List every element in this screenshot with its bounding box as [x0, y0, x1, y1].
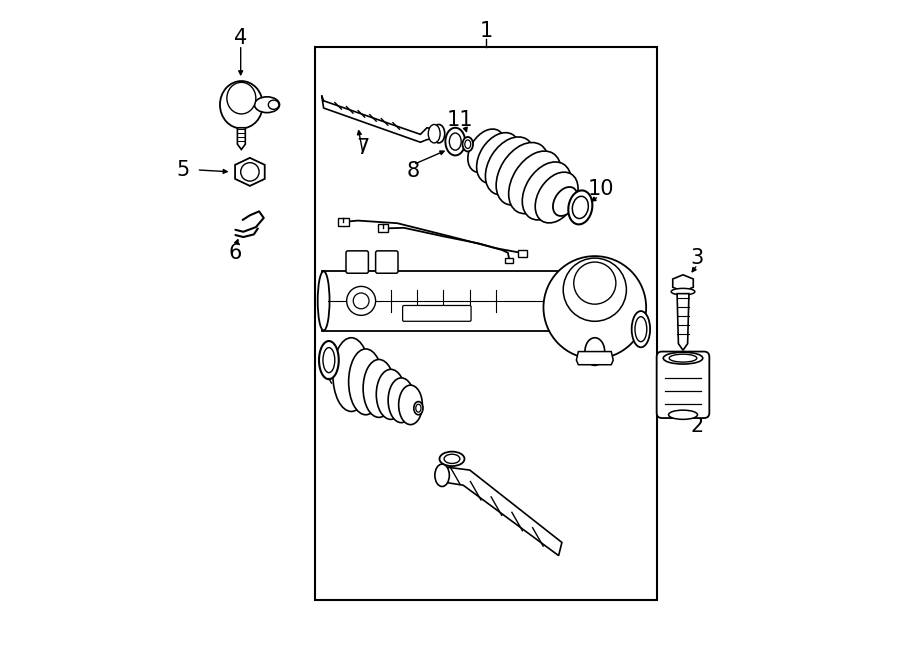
Ellipse shape [632, 311, 650, 347]
Ellipse shape [348, 349, 382, 414]
Ellipse shape [508, 151, 562, 214]
Text: 7: 7 [356, 137, 370, 157]
Circle shape [346, 286, 375, 315]
Ellipse shape [536, 172, 578, 223]
Text: 9: 9 [522, 148, 536, 168]
Ellipse shape [268, 100, 279, 109]
Text: 11: 11 [446, 110, 473, 130]
Ellipse shape [477, 133, 519, 184]
Ellipse shape [414, 402, 423, 414]
Ellipse shape [553, 187, 578, 216]
Ellipse shape [572, 196, 589, 219]
Text: 8: 8 [407, 161, 419, 180]
Ellipse shape [464, 140, 471, 149]
Bar [338, 218, 348, 226]
FancyBboxPatch shape [346, 251, 368, 273]
Bar [518, 251, 527, 256]
Ellipse shape [669, 410, 698, 419]
Ellipse shape [446, 128, 465, 155]
Ellipse shape [522, 162, 572, 220]
Ellipse shape [376, 369, 405, 419]
Ellipse shape [433, 124, 445, 143]
Ellipse shape [463, 137, 473, 151]
Text: 3: 3 [691, 248, 704, 268]
Bar [505, 258, 513, 263]
Ellipse shape [388, 378, 415, 422]
Ellipse shape [635, 317, 647, 342]
Bar [315, 48, 657, 600]
Circle shape [240, 163, 259, 181]
Circle shape [563, 258, 626, 321]
Ellipse shape [227, 83, 256, 114]
Text: 5: 5 [176, 160, 190, 180]
Ellipse shape [323, 348, 335, 373]
Ellipse shape [333, 338, 370, 411]
FancyBboxPatch shape [657, 352, 709, 418]
Text: 10: 10 [588, 179, 615, 199]
Ellipse shape [319, 341, 338, 379]
Ellipse shape [468, 129, 505, 173]
Circle shape [353, 293, 369, 309]
FancyBboxPatch shape [375, 251, 398, 273]
Circle shape [544, 256, 646, 359]
Text: 1: 1 [480, 21, 493, 41]
Ellipse shape [416, 405, 421, 412]
Ellipse shape [220, 81, 263, 128]
Polygon shape [442, 467, 562, 556]
Polygon shape [235, 158, 265, 186]
Circle shape [573, 262, 616, 304]
Ellipse shape [255, 97, 280, 112]
Ellipse shape [670, 354, 697, 362]
Ellipse shape [663, 352, 703, 364]
Polygon shape [672, 275, 693, 292]
Text: 2: 2 [691, 416, 704, 436]
Text: 4: 4 [234, 28, 248, 48]
Ellipse shape [363, 360, 395, 417]
Ellipse shape [428, 124, 440, 143]
Text: 6: 6 [229, 243, 242, 263]
Ellipse shape [318, 271, 329, 330]
Ellipse shape [485, 137, 535, 195]
Ellipse shape [496, 143, 549, 205]
Bar [378, 224, 388, 232]
Ellipse shape [435, 464, 449, 486]
Polygon shape [677, 293, 688, 350]
Polygon shape [321, 96, 442, 142]
Ellipse shape [568, 190, 592, 224]
Ellipse shape [671, 288, 695, 295]
FancyBboxPatch shape [402, 305, 471, 321]
Ellipse shape [585, 338, 605, 366]
Ellipse shape [439, 451, 464, 466]
Ellipse shape [449, 133, 461, 150]
Polygon shape [321, 271, 595, 330]
Polygon shape [576, 352, 613, 365]
Ellipse shape [444, 454, 460, 463]
Ellipse shape [399, 385, 422, 424]
Polygon shape [238, 128, 246, 149]
